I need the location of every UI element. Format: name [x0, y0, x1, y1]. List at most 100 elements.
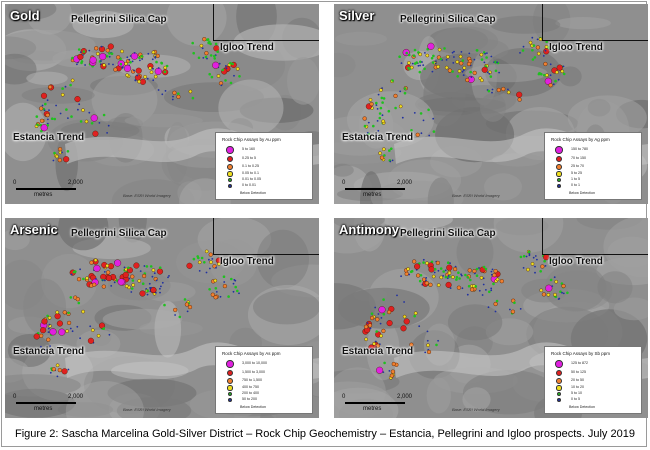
sample-point	[386, 320, 393, 327]
sample-point	[545, 284, 553, 292]
sample-point	[388, 149, 391, 152]
sample-point	[543, 73, 546, 77]
sample-point	[475, 274, 479, 277]
sample-point	[112, 63, 114, 66]
sample-point	[561, 291, 563, 294]
sample-point	[201, 47, 204, 50]
rock-chip-samples	[362, 249, 569, 380]
sample-point	[154, 56, 157, 59]
sample-point	[149, 265, 153, 268]
legend-row: 400 to 750	[220, 384, 310, 392]
sample-point	[377, 129, 380, 132]
sample-point	[479, 276, 484, 280]
sample-point	[108, 333, 111, 336]
sample-point	[184, 302, 189, 307]
sample-point	[431, 61, 435, 64]
sample-point	[435, 260, 440, 265]
sample-point	[110, 285, 113, 287]
legend-row: 1 to 5	[549, 176, 639, 184]
sample-point	[153, 74, 158, 79]
sample-point	[387, 109, 391, 113]
scale-unit-label: metres	[363, 192, 382, 198]
legend-swatch	[227, 177, 233, 183]
sample-point	[516, 91, 523, 98]
legend-swatch	[556, 385, 562, 391]
sample-point	[424, 52, 426, 54]
legend-row: 70 to 150	[549, 155, 639, 163]
sample-point	[363, 124, 367, 128]
sample-point	[82, 50, 86, 53]
sample-point	[369, 315, 375, 321]
sample-point	[206, 57, 208, 60]
legend-below-detection: Below Detection	[569, 405, 595, 409]
sample-point	[39, 106, 44, 111]
sample-point	[139, 78, 146, 85]
legend-row: 0 to 5	[549, 396, 639, 404]
sample-point	[163, 303, 166, 307]
sample-point	[382, 312, 386, 316]
legend-class-label: 0.25 to 5	[242, 156, 256, 160]
sample-point	[394, 106, 397, 110]
sample-point	[543, 259, 546, 263]
sample-point	[55, 104, 57, 107]
sample-point	[128, 58, 131, 61]
sample-point	[482, 283, 485, 286]
sample-point	[108, 55, 111, 58]
legend-row: 0 to 1	[549, 182, 639, 190]
sample-point	[415, 273, 421, 278]
sample-point	[198, 270, 201, 272]
sample-point	[146, 289, 149, 293]
sample-point	[534, 265, 536, 268]
sample-point	[232, 282, 235, 285]
sample-point	[428, 266, 435, 273]
sample-point	[208, 72, 211, 76]
sample-point	[225, 67, 228, 70]
sample-point	[490, 270, 493, 273]
sample-point	[400, 275, 402, 278]
sample-point	[536, 38, 539, 41]
sample-point	[531, 48, 534, 52]
sample-point	[532, 256, 535, 259]
sample-point	[130, 287, 134, 290]
sample-point	[527, 250, 531, 254]
sample-point	[501, 86, 506, 92]
sample-point	[79, 268, 81, 271]
sample-point	[496, 61, 498, 64]
sample-point	[531, 36, 534, 39]
sample-point	[378, 306, 386, 314]
sample-point	[457, 69, 462, 73]
sample-point	[178, 315, 182, 319]
sample-point	[213, 278, 218, 283]
label-estancia-trend: Estancia Trend	[13, 346, 85, 357]
sample-point	[449, 287, 452, 289]
sample-point	[443, 47, 446, 50]
sample-point	[367, 323, 373, 328]
sample-point	[475, 267, 479, 271]
sample-point	[168, 275, 170, 277]
sample-point	[120, 49, 124, 54]
sample-point	[495, 299, 499, 303]
sample-point	[216, 74, 221, 78]
sample-point	[465, 77, 470, 83]
sample-point	[405, 51, 408, 55]
sample-point	[400, 325, 407, 332]
legend-title: Rock Chip Assays by As ppm	[222, 351, 281, 356]
sample-point	[76, 325, 79, 328]
sample-point	[232, 290, 235, 293]
sample-point	[172, 95, 174, 98]
sample-point	[70, 273, 73, 276]
legend-row: 0.05 to 0.1	[220, 170, 310, 178]
sample-point	[35, 115, 39, 118]
sample-point	[117, 278, 125, 286]
sample-point	[161, 93, 164, 96]
sample-point	[466, 293, 469, 296]
sample-point	[561, 283, 566, 289]
legend-swatch	[556, 177, 562, 183]
sample-point	[549, 63, 552, 66]
sample-point	[61, 151, 63, 154]
sample-point	[480, 58, 484, 61]
legend-swatch	[226, 155, 234, 163]
sample-point	[67, 311, 70, 315]
sample-point	[84, 119, 89, 124]
sample-point	[47, 316, 52, 320]
